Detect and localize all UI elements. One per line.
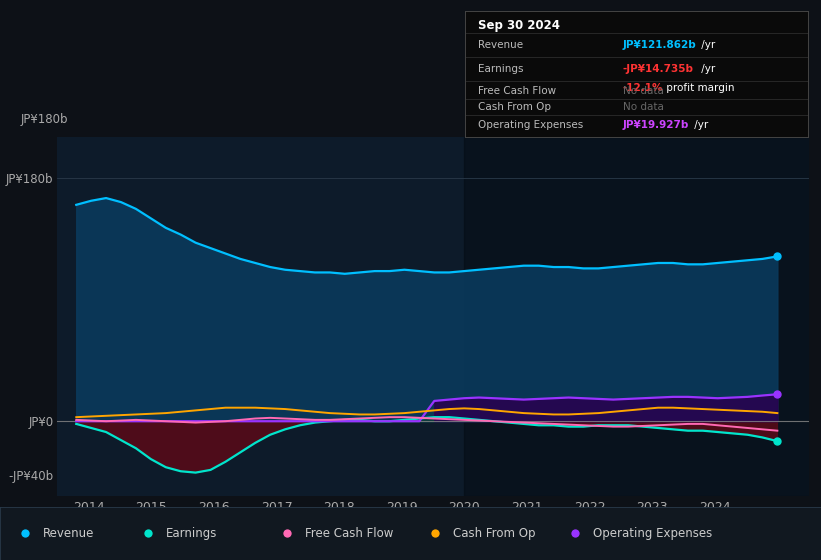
Text: Earnings: Earnings [479,64,524,73]
Text: JP¥180b: JP¥180b [21,113,68,126]
Bar [465,137,821,496]
Text: /yr: /yr [698,40,715,50]
Text: Operating Expenses: Operating Expenses [593,527,712,540]
Text: Revenue: Revenue [43,527,94,540]
Text: -12.1%: -12.1% [622,83,663,93]
Text: -JP¥14.735b: -JP¥14.735b [622,64,694,73]
Text: Cash From Op: Cash From Op [453,527,535,540]
Text: JP¥19.927b: JP¥19.927b [622,120,689,130]
Text: /yr: /yr [698,64,715,73]
Text: Earnings: Earnings [166,527,218,540]
Text: No data: No data [622,86,663,96]
Text: /yr: /yr [691,120,709,130]
Text: Free Cash Flow: Free Cash Flow [305,527,394,540]
Text: Sep 30 2024: Sep 30 2024 [479,20,561,32]
Text: Cash From Op: Cash From Op [479,102,552,112]
Text: Revenue: Revenue [479,40,524,50]
Text: Operating Expenses: Operating Expenses [479,120,584,130]
Text: Free Cash Flow: Free Cash Flow [479,86,557,96]
Text: JP¥121.862b: JP¥121.862b [622,40,696,50]
Text: No data: No data [622,102,663,112]
Text: profit margin: profit margin [663,83,735,93]
